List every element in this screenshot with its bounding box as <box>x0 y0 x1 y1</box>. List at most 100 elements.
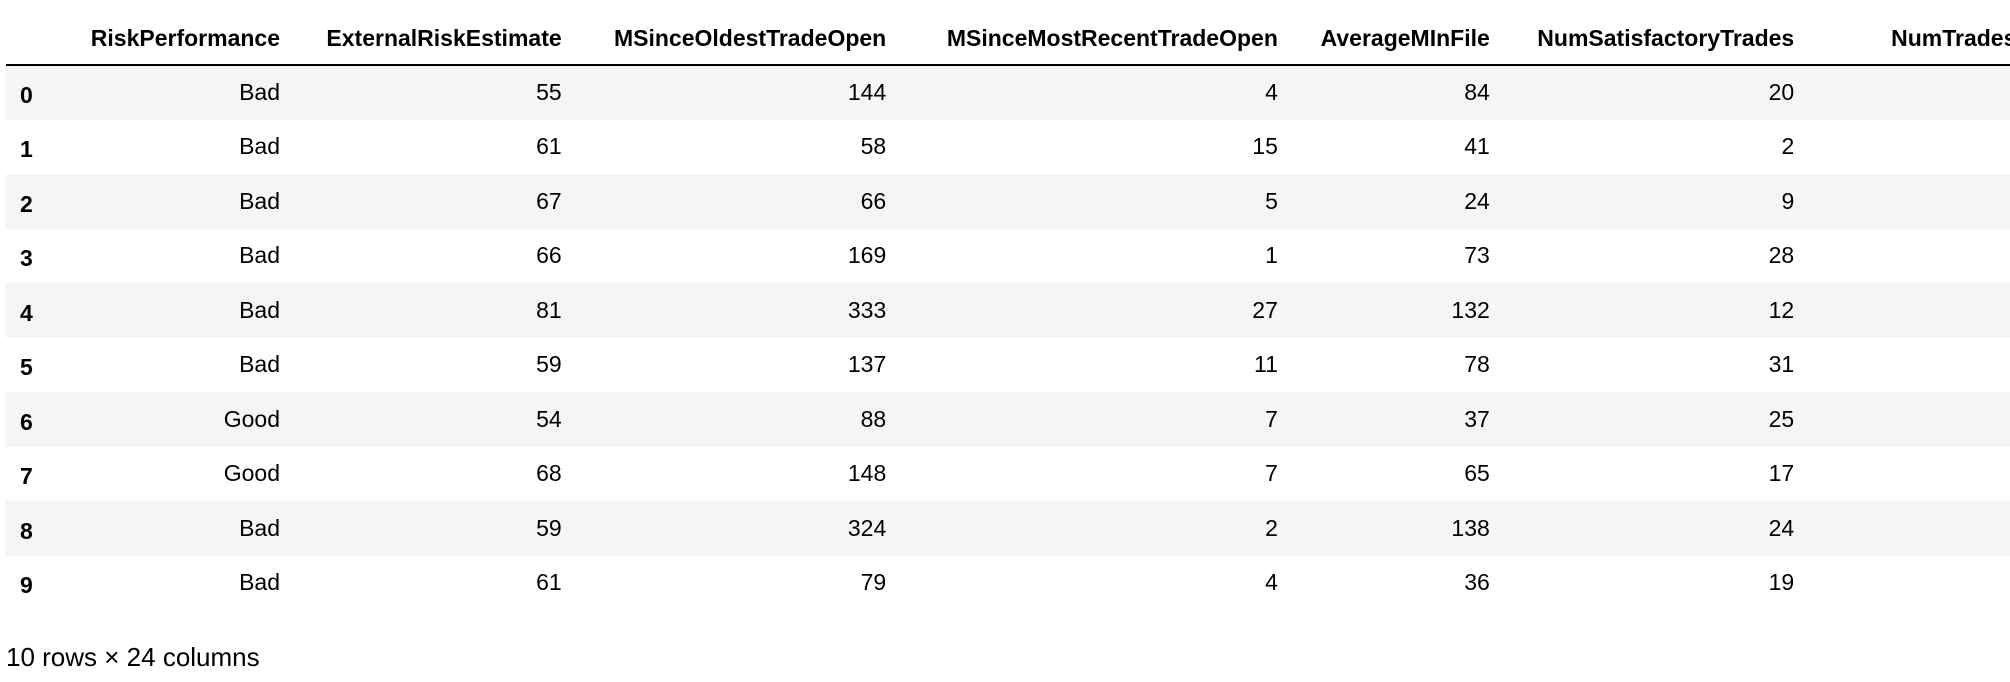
table-row: 3 Bad 66 169 1 73 28 <box>6 228 2010 284</box>
table-cell: 66 <box>536 242 562 269</box>
table-cell: 19 <box>1768 569 1795 596</box>
table-cell <box>1807 392 2010 447</box>
table-cell: 138 <box>1451 514 1490 541</box>
table-cell: 20 <box>1768 79 1795 106</box>
table-row: 7 Good 68 148 7 65 17 <box>6 446 2010 502</box>
row-index: 0 <box>20 82 33 109</box>
dataframe-output: RiskPerformance ExternalRiskEstimate MSi… <box>6 12 2010 610</box>
table-cell: 132 <box>1451 296 1490 323</box>
table-cell: 148 <box>847 460 887 487</box>
table-cell: 65 <box>1464 460 1490 487</box>
row-index: 3 <box>20 245 33 272</box>
table-cell: 4 <box>1265 79 1278 106</box>
index-column-header <box>6 12 60 66</box>
column-header-risk-performance: RiskPerformance <box>59 12 293 66</box>
table-cell: 333 <box>847 296 887 323</box>
table-cell: 25 <box>1768 405 1795 432</box>
table-cell: 4 <box>1265 569 1278 596</box>
row-index: 1 <box>20 136 33 163</box>
table-cell: 61 <box>536 569 562 596</box>
table-cell: 37 <box>1464 405 1490 432</box>
table-row: 6 Good 54 88 7 37 25 <box>6 392 2010 447</box>
table-cell <box>1807 283 2010 338</box>
dataframe-table: RiskPerformance ExternalRiskEstimate MSi… <box>6 12 2010 610</box>
table-cell: 11 <box>1253 351 1278 378</box>
table-cell: 78 <box>1464 351 1490 378</box>
table-cell: 36 <box>1464 569 1490 596</box>
table-cell: Bad <box>239 296 280 323</box>
table-cell: 24 <box>1464 187 1490 214</box>
table-cell: Bad <box>239 569 280 596</box>
table-cell: 137 <box>847 351 887 378</box>
table-row: 4 Bad 81 333 27 132 12 <box>6 283 2010 338</box>
table-cell: 7 <box>1265 460 1278 487</box>
table-row: 1 Bad 61 58 15 41 2 <box>6 119 2010 174</box>
table-header: RiskPerformance ExternalRiskEstimate MSi… <box>6 12 2010 66</box>
table-cell: Bad <box>239 242 280 269</box>
table-row: 5 Bad 59 137 11 78 31 <box>6 337 2010 393</box>
table-cell: 68 <box>536 460 562 487</box>
table-cell: 41 <box>1464 133 1490 160</box>
row-index: 7 <box>20 463 33 490</box>
column-header-msince-oldest-trade-open: MSinceOldestTradeOpen <box>574 12 900 66</box>
table-cell <box>1807 501 2010 556</box>
table-cell: 79 <box>860 569 887 596</box>
table-cell: 15 <box>1252 133 1278 160</box>
table-cell: 9 <box>1781 187 1795 214</box>
table-cell <box>1807 174 2010 229</box>
row-index: 9 <box>20 572 33 599</box>
table-cell: Bad <box>239 133 280 160</box>
table-cell: 7 <box>1265 405 1278 432</box>
table-cell <box>1807 447 2010 502</box>
table-cell: Bad <box>239 187 280 214</box>
table-cell: 59 <box>536 351 562 378</box>
table-cell: 88 <box>860 405 887 432</box>
table-cell: 58 <box>860 133 887 160</box>
table-cell: 54 <box>536 405 562 432</box>
table-cell <box>1807 338 2010 393</box>
table-cell: 1 <box>1265 242 1278 269</box>
table-cell: 66 <box>860 187 887 214</box>
table-cell <box>1807 229 2010 284</box>
table-cell: 84 <box>1464 79 1490 106</box>
table-cell: 55 <box>536 79 562 106</box>
table-cell: Bad <box>239 514 280 541</box>
table-cell: 2 <box>1265 514 1278 541</box>
table-cell: 12 <box>1768 296 1795 323</box>
table-cell: 17 <box>1768 460 1795 487</box>
row-index: 4 <box>20 299 33 326</box>
table-row: 2 Bad 67 66 5 24 9 <box>6 174 2010 229</box>
dataframe-shape-summary: 10 rows × 24 columns <box>6 642 260 672</box>
table-cell: 144 <box>847 79 887 106</box>
table-cell: 28 <box>1768 242 1795 269</box>
table-row: 8 Bad 59 324 2 138 24 <box>6 501 2010 556</box>
table-cell: 324 <box>847 514 887 541</box>
column-header-msince-most-recent-trade-open: MSinceMostRecentTradeOpen <box>899 12 1291 66</box>
table-cell: Good <box>223 405 280 432</box>
table-cell <box>1807 556 2010 611</box>
table-body: 0 Bad 55 144 4 84 20 1 Bad 61 58 15 41 2… <box>6 65 2010 610</box>
table-cell: 31 <box>1768 351 1795 378</box>
table-cell <box>1807 65 2010 120</box>
table-cell: 27 <box>1252 296 1278 323</box>
table-cell: Good <box>223 460 280 487</box>
table-row: 9 Bad 61 79 4 36 19 <box>6 555 2010 611</box>
table-cell: 24 <box>1768 514 1795 541</box>
table-cell: 81 <box>536 296 562 323</box>
row-index: 6 <box>20 408 33 435</box>
row-index: 5 <box>20 354 33 381</box>
table-cell: 59 <box>536 514 562 541</box>
column-header-num-trades60-ever2-der: NumTrades60Ever2Der <box>1807 12 2010 66</box>
column-header-num-satisfactory-trades: NumSatisfactoryTrades <box>1502 12 1808 66</box>
table-cell: 61 <box>536 133 562 160</box>
table-cell: 2 <box>1781 133 1795 160</box>
table-cell: 73 <box>1464 242 1490 269</box>
column-header-external-risk-estimate: ExternalRiskEstimate <box>293 12 575 66</box>
table-cell: 67 <box>536 187 562 214</box>
table-cell: Bad <box>239 79 280 106</box>
column-header-average-m-in-file: AverageMInFile <box>1290 12 1503 66</box>
table-cell: 169 <box>847 242 887 269</box>
row-index: 8 <box>20 517 33 544</box>
table-row: 0 Bad 55 144 4 84 20 <box>6 65 2010 120</box>
row-index: 2 <box>20 190 33 217</box>
